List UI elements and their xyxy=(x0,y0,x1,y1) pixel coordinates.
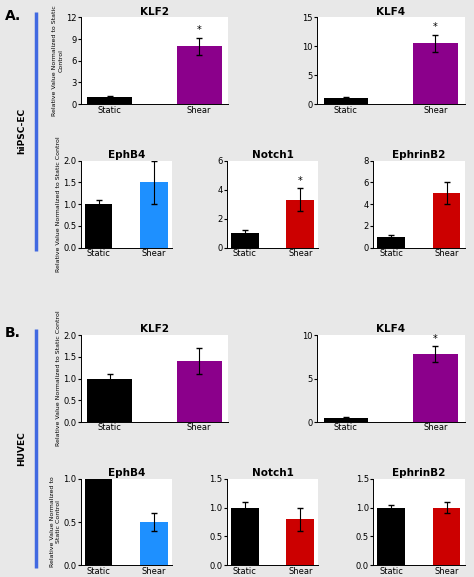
Bar xyxy=(87,379,132,422)
Y-axis label: Relative Value Normalized to Static Control: Relative Value Normalized to Static Cont… xyxy=(55,136,61,272)
Y-axis label: Relative Value Normalized to Static Control: Relative Value Normalized to Static Cont… xyxy=(55,311,61,447)
Title: EphrinB2: EphrinB2 xyxy=(392,150,446,160)
Y-axis label: Relative Value Normalized to Static Control: Relative Value Normalized to Static Cont… xyxy=(52,5,63,116)
Title: Notch1: Notch1 xyxy=(252,150,293,160)
Bar xyxy=(377,237,405,248)
Text: *: * xyxy=(197,25,201,35)
Bar xyxy=(433,193,460,248)
Title: KLF2: KLF2 xyxy=(140,6,169,17)
Bar xyxy=(140,522,168,565)
Title: KLF4: KLF4 xyxy=(376,6,405,17)
Title: KLF4: KLF4 xyxy=(376,324,405,334)
Text: HUVEC: HUVEC xyxy=(17,432,26,466)
Bar xyxy=(85,478,112,565)
Bar xyxy=(413,43,458,104)
Bar xyxy=(324,99,368,104)
Bar xyxy=(286,200,314,248)
Bar xyxy=(231,508,259,565)
Text: B.: B. xyxy=(5,327,20,340)
Text: hiPSC-EC: hiPSC-EC xyxy=(17,108,26,154)
Bar xyxy=(231,233,259,248)
Bar xyxy=(433,508,460,565)
Title: EphrinB2: EphrinB2 xyxy=(392,468,446,478)
Bar xyxy=(85,204,112,248)
Text: A.: A. xyxy=(5,9,21,23)
Bar xyxy=(377,508,405,565)
Title: Notch1: Notch1 xyxy=(252,468,293,478)
Bar xyxy=(87,97,132,104)
Bar xyxy=(286,519,314,565)
Bar xyxy=(324,418,368,422)
Y-axis label: Relative Value Normalized to Static Control: Relative Value Normalized to Static Cont… xyxy=(50,477,61,567)
Title: EphB4: EphB4 xyxy=(108,150,145,160)
Text: *: * xyxy=(298,175,302,186)
Text: *: * xyxy=(433,334,438,344)
Bar xyxy=(140,182,168,248)
Text: *: * xyxy=(433,22,438,32)
Bar xyxy=(413,354,458,422)
Bar xyxy=(177,46,221,104)
Bar xyxy=(177,361,221,422)
Title: KLF2: KLF2 xyxy=(140,324,169,334)
Title: EphB4: EphB4 xyxy=(108,468,145,478)
